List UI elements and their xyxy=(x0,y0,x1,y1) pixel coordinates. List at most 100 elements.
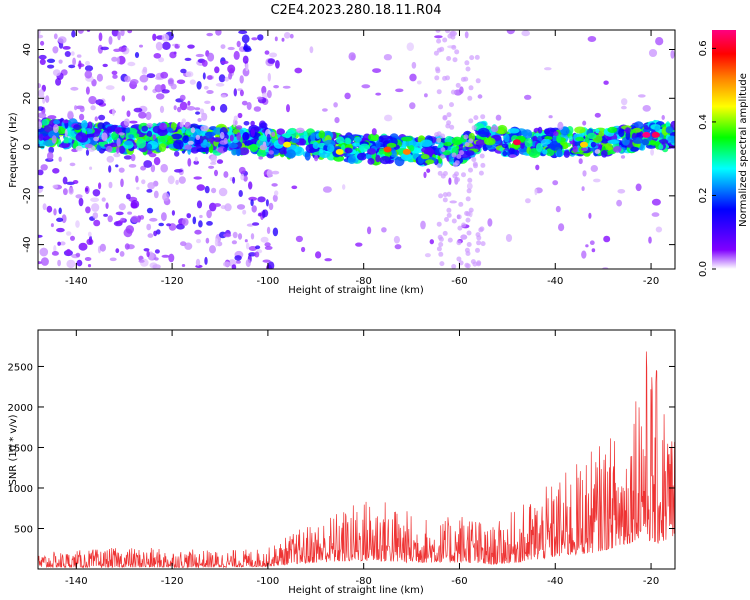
spectrogram-x-axis: -140 -120 -100 -80 -60 -40 -20 xyxy=(65,30,659,287)
heatmap-hot-spot xyxy=(402,148,411,155)
heatmap-cell xyxy=(53,119,60,125)
heatmap-cell xyxy=(89,166,93,170)
heatmap-cell xyxy=(198,220,203,228)
heatmap-cell xyxy=(242,131,249,141)
heatmap-cell xyxy=(214,238,219,247)
heatmap-cell xyxy=(353,136,362,143)
heatmap-cell xyxy=(261,92,269,99)
heatmap-cell xyxy=(244,239,248,243)
heatmap-cell xyxy=(153,230,158,237)
heatmap-cell xyxy=(146,207,154,214)
heatmap-cell xyxy=(148,153,157,158)
heatmap-cell xyxy=(106,145,113,153)
heatmap-cell xyxy=(456,240,462,246)
heatmap-cell xyxy=(250,199,254,207)
heatmap-cell xyxy=(200,141,212,148)
heatmap-cell xyxy=(38,54,47,60)
heatmap-cell xyxy=(38,83,42,89)
heatmap-cell xyxy=(194,229,202,235)
heatmap-cell xyxy=(334,117,340,124)
snr-frame xyxy=(37,329,676,570)
colorbar-tick-label: 0.6 xyxy=(698,40,709,56)
heatmap-cell xyxy=(436,38,442,44)
heatmap-cell xyxy=(39,247,49,257)
heatmap-cell xyxy=(456,256,462,262)
heatmap-cell xyxy=(182,135,189,144)
heatmap-cell xyxy=(651,198,661,206)
heatmap-cell xyxy=(258,135,269,142)
heatmap-cell xyxy=(227,46,235,51)
heatmap-cell xyxy=(438,193,444,199)
heatmap-cell xyxy=(258,156,264,160)
heatmap-cell xyxy=(267,90,272,99)
heatmap-cell xyxy=(590,141,597,148)
heatmap-cell xyxy=(557,121,564,131)
heatmap-cell xyxy=(436,89,442,95)
heatmap-cell xyxy=(146,223,152,231)
heatmap-cell xyxy=(661,115,665,120)
heatmap-cell xyxy=(465,217,471,223)
heatmap-hot-spot xyxy=(580,141,588,148)
heatmap-cell xyxy=(56,227,65,233)
heatmap-cell xyxy=(42,203,47,211)
heatmap-cell xyxy=(535,164,540,171)
heatmap-cell xyxy=(160,163,168,173)
heatmap-cell xyxy=(467,177,473,183)
heatmap-cell xyxy=(670,50,675,59)
heatmap-cell xyxy=(208,165,215,169)
heatmap-cell xyxy=(274,36,278,42)
x-tick-label: -20 xyxy=(643,276,659,287)
heatmap-cell xyxy=(245,259,251,268)
heatmap-cell xyxy=(248,196,258,201)
heatmap-cell xyxy=(237,233,243,240)
heatmap-cell xyxy=(186,213,192,219)
heatmap-cell xyxy=(101,197,106,202)
heatmap-cell xyxy=(229,134,234,142)
heatmap-cell xyxy=(281,133,292,138)
heatmap-cell xyxy=(585,244,589,248)
heatmap-cell xyxy=(234,255,242,261)
heatmap-cell xyxy=(88,96,97,105)
heatmap-cell xyxy=(146,250,150,258)
heatmap-cell xyxy=(162,192,170,202)
heatmap-cell xyxy=(268,202,274,211)
heatmap-cell xyxy=(642,105,651,112)
heatmap-cell xyxy=(378,136,384,143)
colorbar-tick-label: 0.2 xyxy=(698,188,709,204)
heatmap-cell xyxy=(555,205,561,213)
heatmap-cell xyxy=(219,131,225,140)
heatmap-cell xyxy=(210,155,217,163)
heatmap-cell xyxy=(76,54,82,58)
heatmap-cell xyxy=(465,211,471,217)
heatmap-cell xyxy=(197,118,202,122)
heatmap-cell xyxy=(524,94,532,100)
heatmap-cell xyxy=(58,207,62,215)
heatmap-cell xyxy=(167,175,175,185)
heatmap-cell xyxy=(556,148,563,158)
heatmap-cell xyxy=(477,127,490,138)
heatmap-cell xyxy=(243,121,250,126)
heatmap-cell xyxy=(411,61,417,69)
heatmap-cell xyxy=(435,30,441,33)
heatmap-cell xyxy=(271,170,280,175)
heatmap-cell xyxy=(605,142,613,151)
x-tick-label: -40 xyxy=(547,576,563,587)
heatmap-cell xyxy=(238,190,243,197)
heatmap-cell xyxy=(464,31,469,39)
heatmap-hot-spot xyxy=(283,141,292,148)
heatmap-cell xyxy=(68,64,76,69)
heatmap-cell xyxy=(130,199,140,209)
heatmap-cell xyxy=(520,143,525,149)
heatmap-cell xyxy=(426,168,431,173)
spectrogram-panel: -140 -120 -100 -80 -60 -40 -20 -40 -20 0 20 40 Hei… xyxy=(8,29,676,296)
heatmap-cell xyxy=(479,153,485,159)
heatmap-cell xyxy=(254,251,260,258)
heatmap-cell xyxy=(154,249,160,254)
heatmap-cell xyxy=(141,179,146,185)
heatmap-cell xyxy=(98,182,102,190)
heatmap-cell xyxy=(450,89,456,95)
heatmap-cell xyxy=(52,46,59,54)
heatmap-cell xyxy=(215,30,222,36)
heatmap-cell xyxy=(476,240,482,246)
snr-series-line xyxy=(38,351,675,569)
